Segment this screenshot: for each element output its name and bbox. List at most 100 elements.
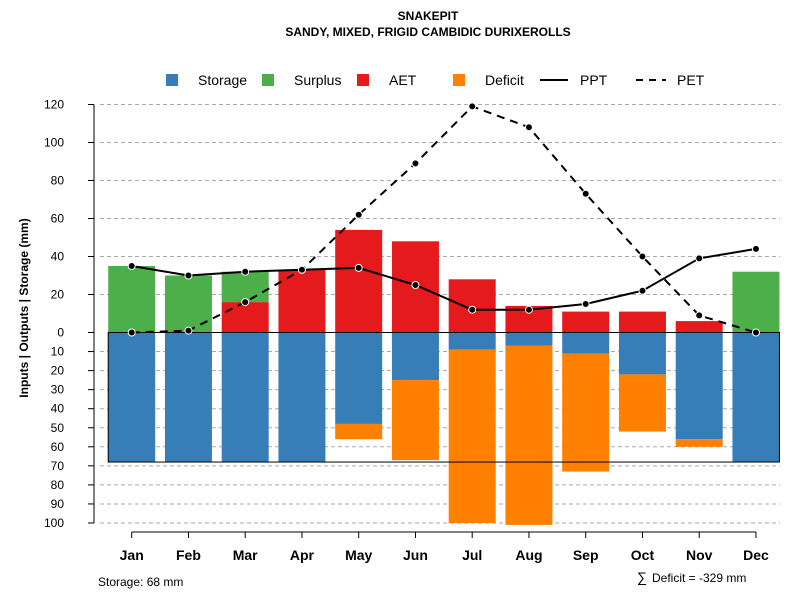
bar-storage-sep <box>562 332 610 354</box>
pet-point-sep <box>581 189 590 198</box>
ppt-point-jan <box>127 262 136 270</box>
x-tick-label-mar: Mar <box>233 547 258 563</box>
pet-point-jun <box>411 159 420 168</box>
bar-surplus-jan <box>108 266 156 333</box>
pet-point-nov <box>695 311 704 320</box>
pet-point-may <box>354 210 363 219</box>
bar-deficit-nov <box>675 439 723 447</box>
pet-line <box>131 105 757 334</box>
ppt-point-feb <box>184 271 193 280</box>
legend-label-ppt: PPT <box>580 72 608 88</box>
y-tick-label-lower-40: 40 <box>51 402 65 416</box>
x-tick-label-nov: Nov <box>686 547 713 563</box>
bar-storage-may <box>335 332 383 424</box>
legend-label-pet: PET <box>677 72 705 88</box>
ppt-point-sep <box>581 300 590 308</box>
y-tick-label-upper-100: 100 <box>44 136 64 150</box>
x-tick-label-jul: Jul <box>462 547 482 563</box>
y-tick-label-upper-0: 0 <box>57 326 64 340</box>
bar-storage-jul <box>448 332 496 350</box>
bar-deficit-aug <box>505 345 553 525</box>
x-tick-label-feb: Feb <box>176 547 201 563</box>
footer-storage: Storage: 68 mm <box>98 575 183 589</box>
bar-deficit-sep <box>562 353 610 472</box>
bar-storage-jan <box>108 332 156 463</box>
ppt-point-may <box>354 263 363 272</box>
legend-swatch-aet <box>357 74 369 86</box>
y-tick-label-lower-60: 60 <box>51 440 65 454</box>
ppt-point-oct <box>638 286 647 295</box>
bar-deficit-may <box>335 423 383 440</box>
y-tick-label-upper-80: 80 <box>51 174 65 188</box>
pet-point-dec <box>751 328 760 337</box>
bar-surplus-dec <box>732 271 780 333</box>
y-tick-label-lower-50: 50 <box>51 421 65 435</box>
pet-point-mar <box>241 298 250 307</box>
bar-deficit-oct <box>618 374 666 432</box>
ppt-point-jun <box>411 281 420 289</box>
x-tick-label-jun: Jun <box>403 547 428 563</box>
footer-deficit: Deficit = -329 mm <box>652 571 746 585</box>
bar-aet-sep <box>562 311 610 333</box>
y-tick-label-upper-60: 60 <box>51 212 65 226</box>
bar-surplus-mar <box>221 271 269 303</box>
y-tick-label-lower-90: 90 <box>51 497 65 511</box>
chart-title: SNAKEPIT <box>398 9 459 23</box>
pet-point-feb <box>184 326 193 335</box>
gridlines <box>100 104 780 524</box>
y-tick-label-lower-20: 20 <box>51 364 65 378</box>
bar-storage-oct <box>618 332 666 375</box>
lines <box>127 102 760 337</box>
x-tick-label-dec: Dec <box>743 547 769 563</box>
ppt-point-nov <box>695 254 704 263</box>
y-axis-label: Inputs | Outputs | Storage (mm) <box>17 218 31 397</box>
y-tick-label-upper-120: 120 <box>44 98 64 112</box>
ppt-line <box>131 247 757 311</box>
pet-point-jan <box>127 328 136 337</box>
x-tick-label-apr: Apr <box>290 547 315 563</box>
legend-label-storage: Storage <box>198 72 247 88</box>
ppt-point-aug <box>524 305 533 314</box>
legend-swatch-storage <box>166 74 178 86</box>
axes: 0 20 40 60 80 100 120 10 20 30 40 50 60 70 80 90 100 Jan F… <box>44 98 769 564</box>
y-tick-label-upper-20: 20 <box>51 288 65 302</box>
legend-label-aet: AET <box>389 72 417 88</box>
x-tick-label-may: May <box>345 547 372 563</box>
legend-label-surplus: Surplus <box>294 72 341 88</box>
legend: Storage Surplus AET Deficit PPT PET <box>166 72 705 88</box>
bar-aet-apr <box>278 269 326 333</box>
legend-label-deficit: Deficit <box>485 72 524 88</box>
y-tick-label-upper-40: 40 <box>51 250 65 264</box>
pet-point-jul <box>468 102 477 111</box>
bar-storage-feb <box>164 332 212 463</box>
ppt-point-mar <box>241 267 250 276</box>
bar-aet-mar <box>221 302 269 333</box>
bar-storage-dec <box>732 332 780 463</box>
bar-deficit-jul <box>448 349 496 523</box>
bar-aet-oct <box>618 311 666 333</box>
pet-point-aug <box>524 123 533 132</box>
bar-storage-mar <box>221 332 269 463</box>
ppt-point-dec <box>751 244 760 253</box>
x-tick-label-jan: Jan <box>120 547 144 563</box>
bar-storage-nov <box>675 332 723 440</box>
bar-storage-apr <box>278 332 326 463</box>
sum-symbol: ∑ <box>637 569 647 585</box>
pet-point-apr <box>297 265 306 274</box>
bar-storage-jun <box>391 332 439 381</box>
bar-aet-may <box>335 229 383 333</box>
bar-aet-nov <box>675 321 723 333</box>
chart-subtitle: SANDY, MIXED, FRIGID CAMBIDIC DURIXEROLL… <box>285 25 570 39</box>
x-tick-label-sep: Sep <box>573 547 599 563</box>
y-tick-label-lower-80: 80 <box>51 478 65 492</box>
ppt-point-jul <box>468 305 477 314</box>
pet-point-oct <box>638 252 647 261</box>
legend-swatch-deficit <box>453 74 465 86</box>
legend-swatch-surplus <box>262 74 274 86</box>
bar-surplus-feb <box>164 275 212 333</box>
y-tick-label-lower-70: 70 <box>51 459 65 473</box>
bars <box>107 229 780 525</box>
y-tick-label-lower-100: 100 <box>44 516 64 530</box>
